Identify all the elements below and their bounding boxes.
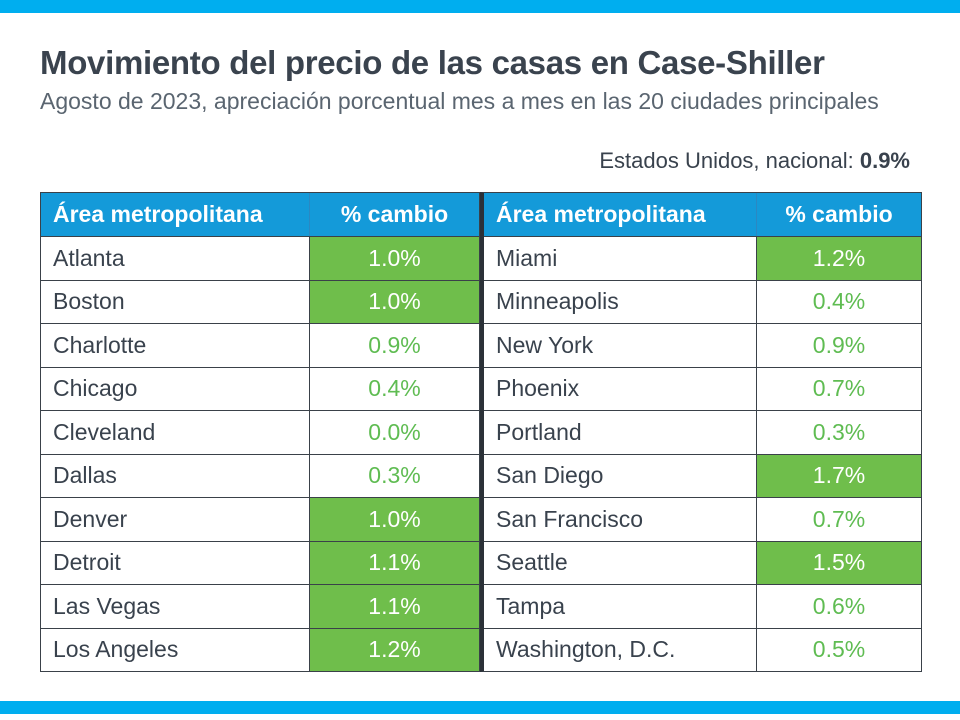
percent-change-cell: 0.0% [309,410,479,454]
metro-area-cell: Seattle [484,540,756,585]
column-header-percent-change: % cambio [309,193,479,236]
percent-change-cell: 0.9% [309,323,479,367]
percent-change-cell: 1.7% [756,453,921,497]
percent-change-cell: 1.0% [309,236,479,280]
metro-area-cell: Phoenix [484,366,756,411]
percent-change-cell: 1.2% [756,236,921,280]
metro-area-cell: Chicago [41,366,309,411]
percent-change-cell: 1.1% [309,584,479,628]
metro-area-cell: Los Angeles [41,627,309,672]
percent-change-cell: 0.4% [756,279,921,323]
metro-table-right: Área metropolitana % cambio Miami 1.2% M… [480,192,922,672]
percent-change-cell: 0.6% [756,584,921,628]
metro-area-cell: Atlanta [41,236,309,280]
metro-price-tables: Área metropolitana % cambio Atlanta 1.0%… [40,192,922,672]
percent-change-cell: 0.9% [756,323,921,367]
metro-area-cell: Charlotte [41,323,309,367]
metro-area-cell: Portland [484,410,756,454]
percent-change-cell: 1.5% [756,540,921,584]
metro-area-cell: Dallas [41,453,309,498]
metro-area-cell: New York [484,323,756,367]
column-header-metro-area: Área metropolitana [41,193,309,236]
metro-area-cell: Tampa [484,584,756,628]
column-header-metro-area: Área metropolitana [484,193,756,236]
national-note-label: Estados Unidos, nacional: [599,148,860,173]
page-subtitle: Agosto de 2023, apreciación porcentual m… [40,88,879,114]
metro-area-cell: San Diego [484,453,756,498]
percent-change-cell: 0.5% [756,627,921,671]
metro-area-cell: Minneapolis [484,279,756,324]
metro-area-cell: San Francisco [484,497,756,541]
top-accent-bar [0,0,960,13]
metro-area-cell: Denver [41,497,309,541]
percent-change-cell: 0.7% [756,497,921,541]
metro-area-cell: Boston [41,279,309,324]
bottom-accent-bar [0,701,960,714]
percent-change-cell: 1.0% [309,497,479,541]
percent-change-cell: 0.3% [309,453,479,497]
percent-change-cell: 0.3% [756,410,921,454]
national-note: Estados Unidos, nacional: 0.9% [599,148,910,174]
percent-change-cell: 1.2% [309,627,479,671]
percent-change-cell: 1.1% [309,540,479,584]
percent-change-cell: 1.0% [309,279,479,323]
metro-area-cell: Detroit [41,540,309,585]
metro-area-cell: Cleveland [41,410,309,454]
metro-area-cell: Las Vegas [41,584,309,628]
metro-area-cell: Miami [484,236,756,280]
percent-change-cell: 0.7% [756,366,921,410]
page-title: Movimiento del precio de las casas en Ca… [40,44,825,81]
percent-change-cell: 0.4% [309,366,479,410]
metro-table-left: Área metropolitana % cambio Atlanta 1.0%… [40,192,480,672]
column-header-percent-change: % cambio [756,193,921,236]
metro-area-cell: Washington, D.C. [484,627,756,672]
national-note-value: 0.9% [859,148,910,173]
